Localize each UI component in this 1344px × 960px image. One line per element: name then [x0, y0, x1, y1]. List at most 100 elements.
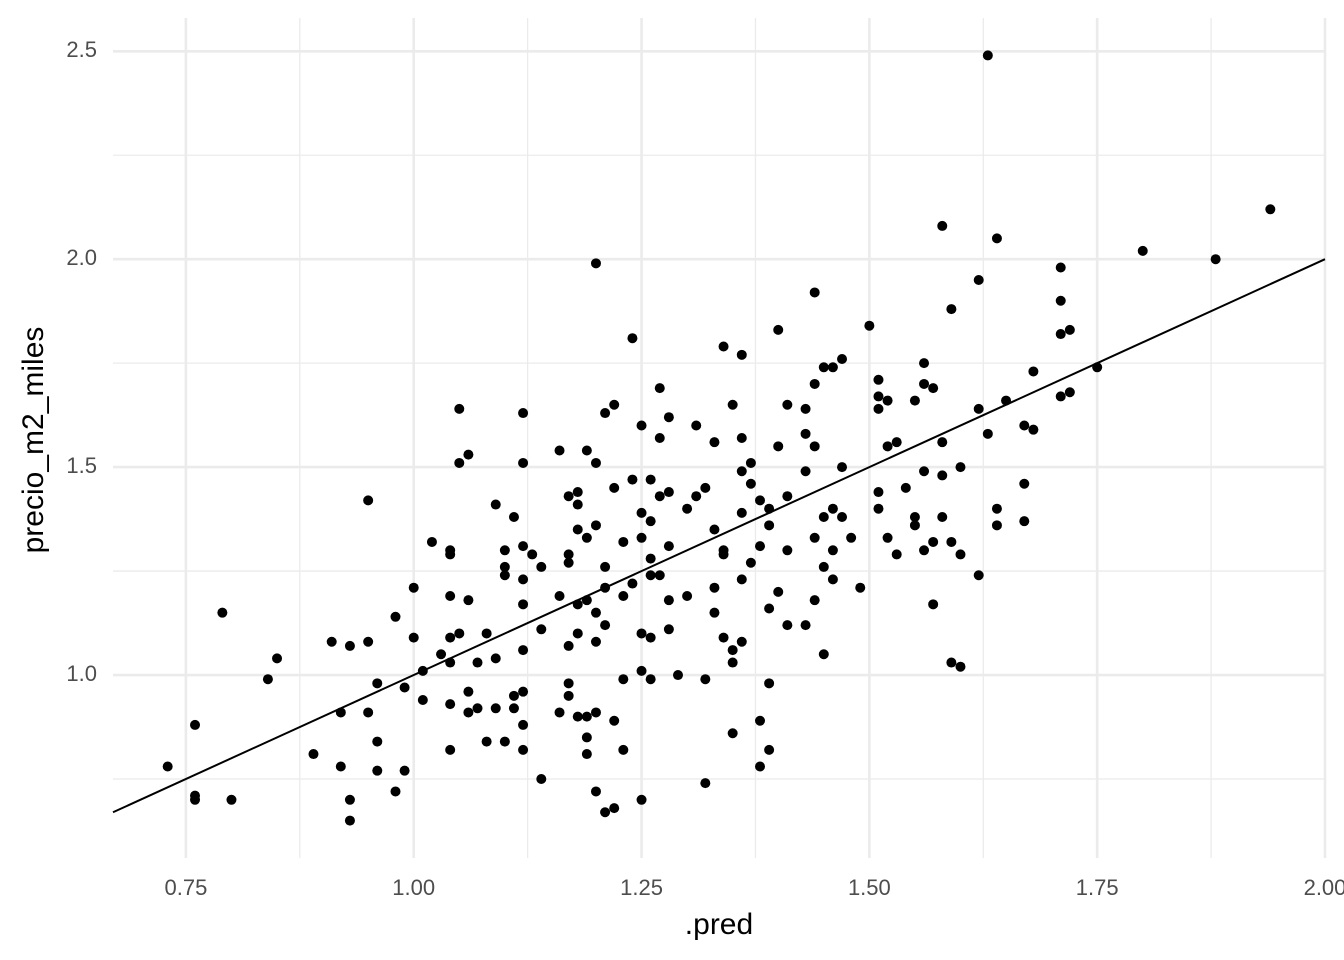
point: [764, 520, 775, 531]
point: [900, 482, 911, 493]
point: [709, 524, 720, 535]
point: [827, 545, 838, 556]
y-tick-label: 2.5: [66, 37, 97, 62]
point: [518, 541, 529, 552]
point: [873, 487, 884, 498]
x-tick-label: 1.75: [1076, 875, 1119, 900]
point: [463, 686, 474, 697]
point: [663, 595, 674, 606]
point: [809, 595, 820, 606]
point: [445, 744, 456, 755]
point: [536, 561, 547, 572]
point: [745, 557, 756, 568]
point: [800, 403, 811, 414]
point: [344, 815, 355, 826]
point: [609, 715, 620, 726]
point: [372, 736, 383, 747]
point: [581, 532, 592, 543]
point: [518, 599, 529, 610]
point: [873, 503, 884, 514]
point: [508, 690, 519, 701]
point: [718, 545, 729, 556]
point: [1019, 516, 1030, 527]
point: [454, 403, 465, 414]
point: [645, 553, 656, 564]
point: [782, 399, 793, 410]
point: [928, 536, 939, 547]
point: [909, 512, 920, 523]
point: [645, 674, 656, 685]
point: [718, 341, 729, 352]
point: [518, 686, 529, 697]
point: [837, 462, 848, 473]
point: [417, 694, 428, 705]
point: [1137, 245, 1148, 256]
point: [499, 736, 510, 747]
point: [572, 711, 583, 722]
point: [663, 412, 674, 423]
point: [518, 457, 529, 468]
point: [891, 437, 902, 448]
point: [590, 786, 601, 797]
point: [262, 674, 273, 685]
point: [618, 674, 629, 685]
point: [554, 707, 565, 718]
point: [764, 603, 775, 614]
point: [882, 532, 893, 543]
point: [472, 703, 483, 714]
point: [663, 624, 674, 635]
point: [919, 358, 930, 369]
y-tick-label: 1.5: [66, 453, 97, 478]
point: [162, 761, 173, 772]
point: [818, 512, 829, 523]
point: [572, 628, 583, 639]
point: [645, 516, 656, 527]
point: [536, 773, 547, 784]
point: [1019, 478, 1030, 489]
point: [618, 591, 629, 602]
point: [937, 437, 948, 448]
point: [408, 632, 419, 643]
point: [700, 482, 711, 493]
point: [919, 466, 930, 477]
point: [882, 395, 893, 406]
point: [508, 512, 519, 523]
point: [654, 433, 665, 443]
point: [809, 287, 820, 298]
point: [654, 383, 665, 394]
point: [426, 536, 437, 547]
point: [736, 574, 747, 585]
point: [928, 599, 939, 610]
point: [991, 233, 1002, 244]
point: [226, 794, 237, 805]
point: [727, 645, 738, 656]
point: [481, 628, 492, 639]
point: [809, 532, 820, 543]
point: [335, 761, 346, 772]
point: [363, 636, 374, 647]
point: [991, 503, 1002, 514]
point: [800, 466, 811, 477]
point: [636, 507, 647, 518]
point: [700, 778, 711, 789]
point: [308, 749, 319, 760]
point: [654, 570, 665, 581]
point: [736, 636, 747, 647]
point: [445, 591, 456, 602]
point: [490, 653, 501, 664]
y-tick-label: 1.0: [66, 661, 97, 686]
point: [837, 512, 848, 523]
point: [764, 678, 775, 689]
point: [618, 744, 629, 755]
point: [581, 749, 592, 760]
point: [955, 549, 966, 560]
point: [818, 561, 829, 572]
point: [554, 591, 565, 602]
x-axis-title: .pred: [685, 908, 753, 941]
point: [755, 495, 766, 506]
point: [736, 507, 747, 518]
reference-line: [112, 258, 1326, 814]
point: [955, 462, 966, 473]
point: [463, 595, 474, 606]
point: [773, 324, 784, 335]
